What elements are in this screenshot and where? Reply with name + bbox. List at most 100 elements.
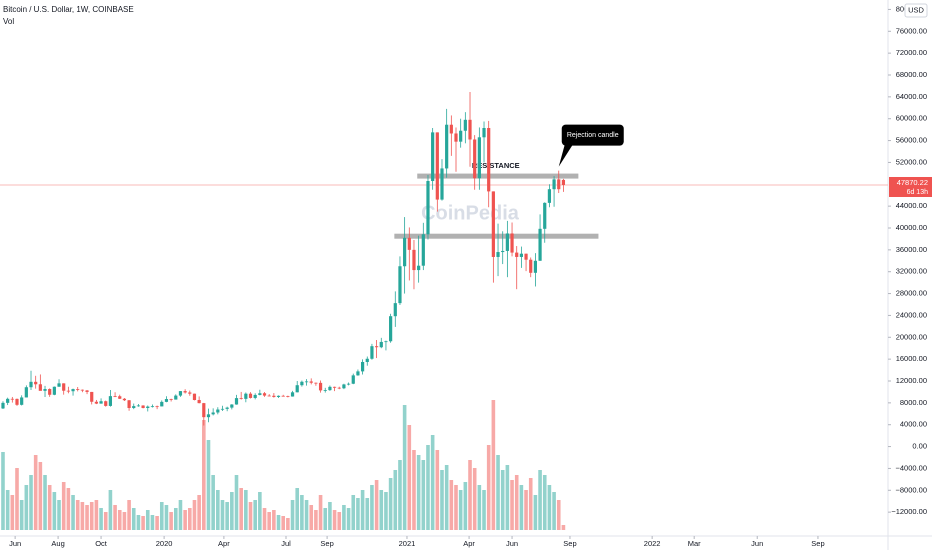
x-tick-label: Jun	[506, 539, 518, 548]
volume-bar	[472, 468, 477, 530]
candle-body	[300, 381, 304, 386]
volume-bar	[24, 485, 29, 530]
volume-bar	[332, 510, 337, 530]
watermark: CoinPedia	[421, 202, 520, 224]
volume-bar	[220, 500, 225, 530]
candle-body	[290, 392, 295, 397]
volume-bar	[230, 492, 234, 530]
volume-bar	[66, 488, 71, 530]
y-tick-label: 40000.00	[896, 223, 927, 232]
volume-bar	[122, 512, 127, 530]
candle-body	[99, 401, 103, 404]
volume-bar	[281, 516, 286, 530]
volume-bar	[1, 452, 5, 530]
volume-bar	[159, 502, 164, 530]
currency-label: USD	[908, 5, 924, 14]
volume-bar	[412, 450, 416, 530]
y-tick-label: 60000.00	[896, 114, 927, 123]
volume-bar	[286, 518, 290, 530]
volume-bar	[19, 500, 24, 530]
y-tick-label: 36000.00	[896, 245, 927, 254]
candle-body	[323, 390, 327, 391]
x-tick-label: Mar	[688, 539, 701, 548]
volume-bar	[234, 475, 239, 530]
candle-body	[515, 252, 519, 257]
candle-body	[188, 392, 192, 394]
volume-bar	[528, 478, 533, 530]
candle-body	[304, 381, 309, 383]
candle-body	[48, 389, 52, 395]
candle-body	[94, 401, 98, 404]
candle-body	[34, 381, 38, 385]
candle-body	[421, 234, 425, 266]
candle-body	[85, 390, 89, 392]
candle-body	[76, 389, 80, 390]
candle-body	[328, 386, 332, 391]
volume-bar	[253, 500, 257, 530]
candle-body	[337, 387, 341, 389]
volume-bar	[295, 488, 300, 530]
volume-bar	[300, 495, 304, 530]
last-price-box	[889, 176, 932, 197]
volume-bar	[463, 482, 468, 530]
candle-body	[234, 398, 239, 405]
volume-bar	[75, 500, 80, 530]
candle-body	[267, 395, 271, 397]
candle-body	[160, 401, 164, 407]
volume-bar	[99, 508, 103, 530]
indicator-label: Vol	[3, 17, 14, 26]
candle-body	[547, 189, 552, 203]
candle-body	[24, 387, 28, 398]
volume-bar	[435, 450, 440, 530]
volume-bar	[155, 516, 159, 530]
volume-bar	[370, 485, 374, 530]
volume-bar	[458, 490, 463, 530]
y-tick-label: 68000.00	[896, 70, 927, 79]
volume-bar	[262, 508, 267, 530]
volume-bar	[318, 495, 323, 530]
candle-body	[164, 399, 169, 402]
y-tick-label: 28000.00	[896, 289, 927, 298]
volume-bar	[421, 460, 426, 530]
volume-bar	[15, 468, 19, 530]
volume-bar	[561, 525, 566, 530]
x-tick-label: 2022	[644, 539, 661, 548]
x-tick-label: 2021	[399, 539, 416, 548]
candle-body	[445, 124, 449, 169]
volume-bar	[206, 440, 211, 530]
y-tick-label: 44000.00	[896, 201, 927, 210]
volume-bar	[94, 500, 99, 530]
volume-bar	[136, 515, 141, 530]
candle-body	[1, 402, 5, 409]
candle-body	[473, 139, 477, 179]
candle-body	[561, 179, 566, 185]
candle-body	[202, 403, 206, 418]
volume-bar	[216, 490, 220, 530]
volume-bar	[505, 465, 510, 530]
volume-bar	[542, 475, 547, 530]
volume-bar	[510, 480, 514, 530]
currency-box	[904, 3, 928, 18]
last-price-label: 47870.22	[897, 178, 928, 187]
volume-bar	[304, 500, 309, 530]
callout-text: Rejection candle	[567, 132, 619, 139]
candle-body	[318, 382, 323, 391]
y-tick-label: −8000.00	[896, 485, 928, 494]
candle-body	[412, 249, 416, 271]
candle-body	[178, 391, 183, 396]
volume-bar	[379, 490, 384, 530]
volume-bar	[374, 480, 379, 530]
y-tick-label: 12000.00	[896, 376, 927, 385]
candle-body	[351, 375, 355, 384]
candle-body	[113, 396, 117, 397]
volume-bar	[192, 500, 197, 530]
candle-body	[370, 346, 374, 359]
candle-body	[174, 395, 178, 400]
volume-bar	[113, 505, 117, 530]
volume-bar	[38, 462, 43, 530]
candle-body	[295, 385, 299, 393]
y-tick-label: 64000.00	[896, 92, 927, 101]
volume-bar	[248, 502, 253, 530]
y-tick-label: 20000.00	[896, 332, 927, 341]
volume-bar	[272, 510, 276, 530]
